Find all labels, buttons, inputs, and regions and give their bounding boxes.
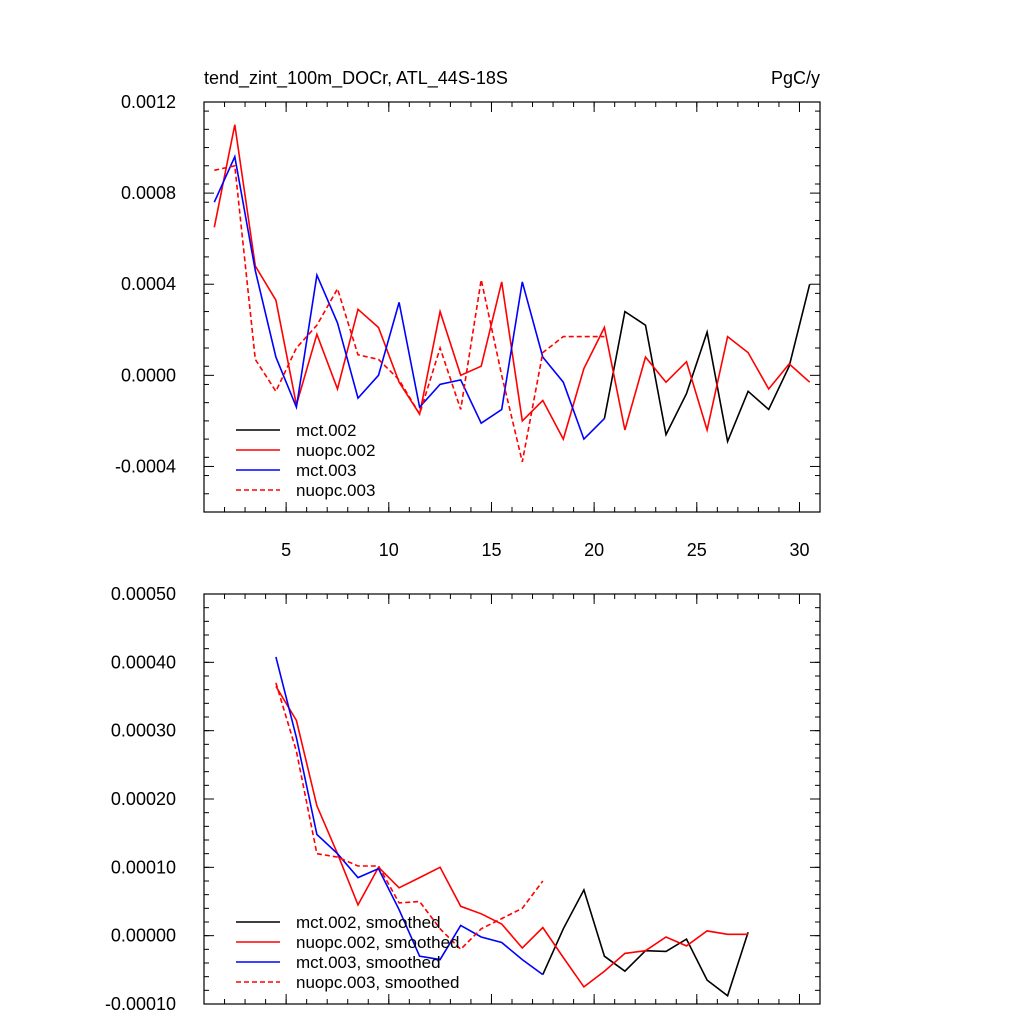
y-tick-label: 0.0012	[121, 92, 176, 112]
x-tick-label: 20	[584, 540, 604, 560]
legend-label: nuopc.002	[296, 441, 375, 460]
chart-units: PgC/y	[771, 68, 820, 88]
x-tick-label: 15	[481, 540, 501, 560]
legend-label: mct.002	[296, 421, 356, 440]
series-line-nuopc-003-smoothed	[275, 682, 544, 951]
legend-label: nuopc.002, smoothed	[296, 933, 460, 952]
y-tick-label: 0.00010	[111, 857, 176, 877]
legend-label: mct.002, smoothed	[296, 913, 441, 932]
series-line-mct-003-smoothed	[275, 656, 544, 976]
y-tick-label: -0.0004	[115, 456, 176, 476]
series-line-nuopc-003	[214, 164, 605, 463]
y-tick-label: 0.00040	[111, 652, 176, 672]
x-tick-label: 5	[281, 540, 291, 560]
x-tick-label: 10	[379, 540, 399, 560]
y-tick-label: 0.00000	[111, 926, 176, 946]
y-tick-label: 0.00030	[111, 721, 176, 741]
y-tick-label: 0.0000	[121, 365, 176, 385]
series-line-mct-002-smoothed	[542, 887, 749, 998]
series-line-nuopc-002	[213, 124, 811, 442]
legend-label: mct.003, smoothed	[296, 953, 441, 972]
y-tick-label: 0.0004	[121, 274, 176, 294]
y-tick-label: 0.0008	[121, 183, 176, 203]
series-line-mct-002	[603, 284, 811, 445]
legend-label: nuopc.003, smoothed	[296, 973, 460, 992]
x-tick-label: 25	[687, 540, 707, 560]
series-line-mct-003	[213, 154, 605, 441]
legend-label: mct.003	[296, 461, 356, 480]
top-panel: 5 10 15 20 25 30 -0.0004 0.0000 0.0004 0.0008 0.00…	[115, 92, 821, 560]
y-tick-label: 0.00050	[111, 584, 176, 604]
chart-title: tend_zint_100m_DOCr, ATL_44S-18S	[204, 68, 508, 89]
legend-label: nuopc.003	[296, 481, 375, 500]
series-line-nuopc-002-smoothed	[275, 685, 749, 989]
y-tick-label: -0.00010	[105, 994, 176, 1014]
x-tick-label: 30	[789, 540, 809, 560]
y-tick-label: 0.00020	[111, 789, 176, 809]
bottom-panel: -0.00010 0.00000 0.00010 0.00020 0.00030 0.00…	[105, 584, 821, 1014]
